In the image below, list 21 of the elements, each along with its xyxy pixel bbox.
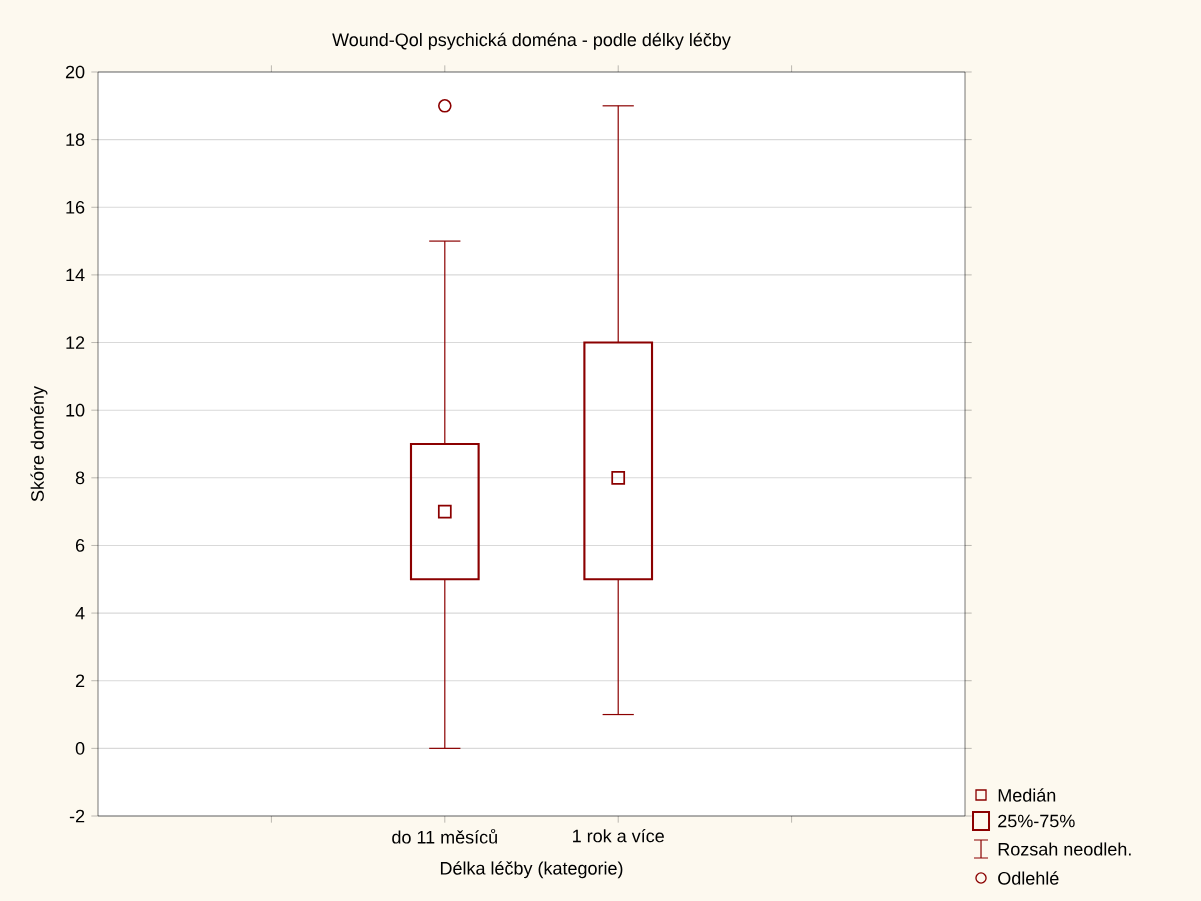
x-tick-label: do 11 měsíců <box>392 828 497 844</box>
x-tick-label: 1 rok a více <box>573 828 664 843</box>
text: Rozsah neodleh. <box>998 842 1131 856</box>
y-tick-label: 20 <box>65 65 85 79</box>
x-axis-title: Délka léčby (kategorie) <box>440 861 623 879</box>
y-tick-label: 16 <box>66 200 85 214</box>
chart-title: Wound-Qol psychická doména - podle délky léčby <box>332 32 731 50</box>
y-tick-label: 0 <box>75 741 85 755</box>
y-tick-label: 18 <box>66 133 85 146</box>
y-tick-label: 4 <box>75 606 85 620</box>
y-tick-label: 10 <box>66 403 85 417</box>
y-tick-label: -2 <box>69 809 85 823</box>
y-axis-title: Skóre domény <box>30 386 48 502</box>
text: Medián <box>998 788 1056 802</box>
y-tick-label: 12 <box>66 336 85 349</box>
text: Odlehlé <box>998 871 1059 885</box>
y-tick-label: 8 <box>75 471 85 485</box>
y-tick-label: 2 <box>75 674 85 688</box>
y-tick-label: 6 <box>75 539 85 552</box>
text: 25%-75% <box>998 814 1075 828</box>
y-tick-label: 14 <box>66 268 85 282</box>
